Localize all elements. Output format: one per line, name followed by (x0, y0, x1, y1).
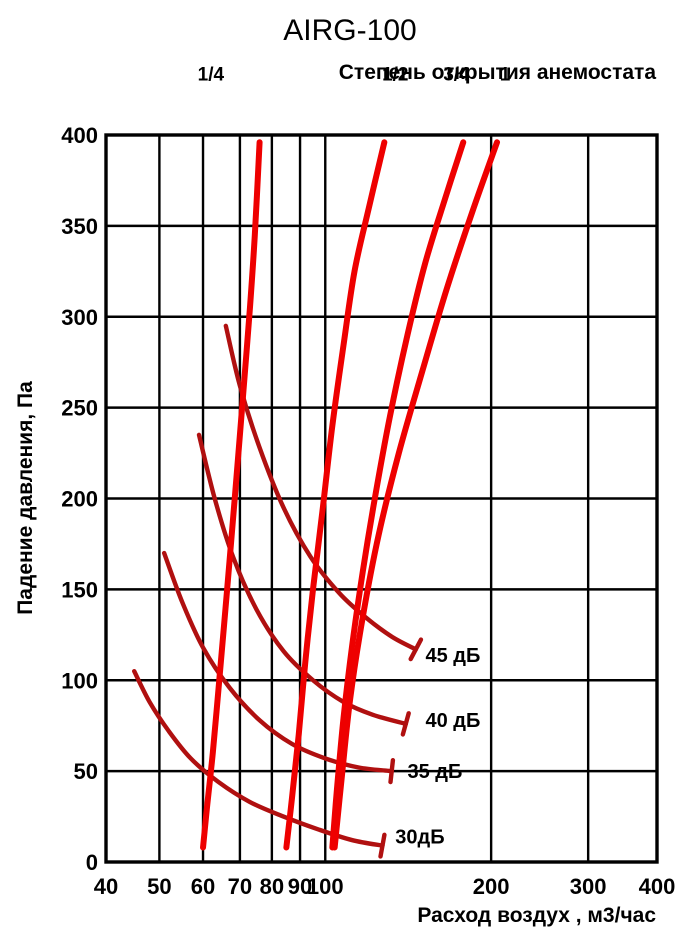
x-tick-label: 100 (307, 874, 344, 899)
y-tick-label: 200 (61, 487, 98, 512)
y-axis-tick-labels: 0 50 100 150 200 250 300 350 400 (61, 123, 98, 875)
x-tick-label: 200 (473, 874, 510, 899)
noise-level-curve (196, 432, 408, 727)
y-tick-label: 250 (61, 396, 98, 421)
page-title: AIRG-100 (283, 14, 416, 47)
noise-curve-end-tick (408, 637, 424, 662)
x-tick-label: 70 (228, 874, 252, 899)
noise-curve-label: 40 дБ (425, 710, 480, 732)
noise-curve-end-tick (388, 757, 396, 785)
chart-subtitle: Степень открытия анемостата (339, 61, 657, 84)
x-tick-label: 300 (570, 874, 607, 899)
data-curves (131, 139, 501, 859)
y-tick-label: 350 (61, 214, 98, 239)
y-tick-label: 0 (86, 850, 98, 875)
noise-curve-end-tick (378, 832, 387, 859)
opening-degree-label: 1/2 (382, 64, 408, 85)
noise-curve-label: 30дБ (395, 827, 444, 849)
opening-degree-curve (329, 139, 467, 851)
opening-degree-label: 3/4 (443, 64, 470, 85)
opening-degree-curve (283, 139, 388, 851)
series-labels: 1/4 1/2 3/4 1 45 дБ 40 дБ 35 дБ 30дБ (198, 64, 511, 848)
noise-curve-label: 35 дБ (407, 761, 462, 783)
y-axis-title: Падение давления, Па (14, 381, 37, 615)
x-tick-label: 90 (288, 874, 312, 899)
x-tick-label: 400 (639, 874, 676, 899)
x-tick-label: 60 (191, 874, 215, 899)
y-tick-label: 50 (74, 759, 98, 784)
y-tick-label: 300 (61, 305, 98, 330)
plot-area-frame (104, 133, 659, 864)
opening-degree-curve (200, 139, 263, 851)
noise-curve-label: 45 дБ (425, 645, 480, 667)
opening-degree-label: 1/4 (198, 64, 225, 85)
opening-degree-curve (331, 139, 501, 851)
noise-curve-end-tick (400, 711, 411, 737)
x-tick-label: 50 (147, 874, 171, 899)
noise-level-curve (161, 550, 394, 774)
y-tick-label: 400 (61, 123, 98, 148)
x-tick-label: 80 (260, 874, 284, 899)
x-tick-label: 40 (94, 874, 118, 899)
y-tick-label: 150 (61, 577, 98, 602)
y-tick-label: 100 (61, 668, 98, 693)
opening-degree-label: 1 (500, 64, 511, 85)
x-axis-title: Расход воздух , м3/час (417, 904, 656, 927)
